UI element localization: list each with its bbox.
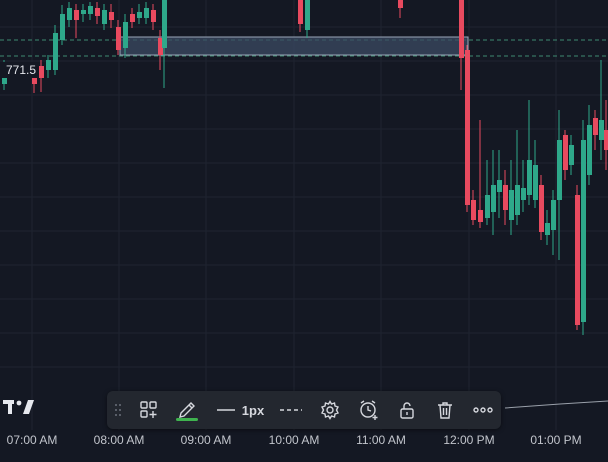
candle: [551, 190, 556, 255]
candle: [503, 170, 508, 225]
more-icon[interactable]: [469, 391, 497, 429]
candlestick-chart[interactable]: [0, 0, 608, 430]
candle: [137, 4, 142, 24]
active-tool-indicator: [176, 418, 198, 421]
candle: [587, 105, 592, 185]
time-tick: 12:00 PM: [443, 433, 495, 447]
time-tick: 10:00 AM: [268, 433, 320, 447]
candle: [521, 160, 526, 212]
candle: [88, 2, 93, 20]
candle: [67, 2, 72, 27]
candle: [109, 4, 114, 28]
candle: [74, 4, 79, 38]
drawn-rectangle[interactable]: [119, 36, 469, 56]
candle: [485, 160, 490, 225]
time-tick: 08:00 AM: [93, 433, 145, 447]
time-tick: 11:00 AM: [356, 433, 406, 447]
line-width-button[interactable]: 1px: [211, 391, 269, 429]
candle: [533, 140, 538, 208]
candle: [102, 4, 107, 30]
alarm-clock-plus-icon[interactable]: [355, 391, 383, 429]
gear-icon[interactable]: [316, 391, 344, 429]
candle: [130, 8, 135, 28]
unlock-icon[interactable]: [393, 391, 421, 429]
candle: [39, 60, 44, 92]
candle: [497, 150, 502, 218]
candle: [593, 110, 598, 150]
candle: [604, 100, 608, 170]
candle: [539, 175, 544, 240]
candle: [116, 20, 121, 55]
candle: [46, 55, 51, 78]
candle: [478, 120, 483, 228]
add-to-favorites-icon[interactable]: [135, 391, 163, 429]
candle: [95, 2, 100, 24]
tradingview-logo: [3, 400, 34, 414]
candle: [305, 0, 310, 38]
drawing-toolbar: 1px: [107, 391, 501, 429]
time-tick: 07:00 AM: [6, 433, 58, 447]
candle: [515, 130, 520, 225]
candle: [459, 0, 464, 90]
candle: [53, 25, 58, 75]
candle: [81, 4, 86, 22]
price-label: 771.5: [0, 62, 39, 78]
line-style-icon[interactable]: [277, 391, 305, 429]
pencil-icon[interactable]: [173, 391, 201, 429]
candle: [123, 14, 128, 58]
candle: [575, 185, 580, 330]
trash-icon[interactable]: [431, 391, 459, 429]
candle: [144, 2, 149, 24]
line-width-icon: [216, 409, 235, 411]
candle: [509, 160, 514, 235]
line-width-label: 1px: [241, 402, 265, 418]
time-tick: 09:00 AM: [180, 433, 232, 447]
candle: [465, 45, 470, 212]
candle: [298, 0, 303, 32]
indicator-line: [504, 400, 608, 409]
drag-handle-icon[interactable]: [111, 391, 125, 429]
candle: [563, 130, 568, 180]
candle: [557, 110, 562, 260]
candle: [491, 150, 496, 235]
candle: [581, 120, 586, 335]
candle: [569, 135, 574, 175]
candle: [158, 30, 163, 70]
candle: [545, 210, 550, 245]
candle: [151, 4, 156, 30]
candle: [527, 100, 532, 205]
candle: [599, 60, 604, 160]
candle: [60, 5, 65, 45]
candle: [398, 0, 403, 18]
candle: [162, 0, 167, 88]
time-tick: 01:00 PM: [530, 433, 582, 447]
candle: [471, 190, 476, 225]
candles: [2, 0, 608, 335]
